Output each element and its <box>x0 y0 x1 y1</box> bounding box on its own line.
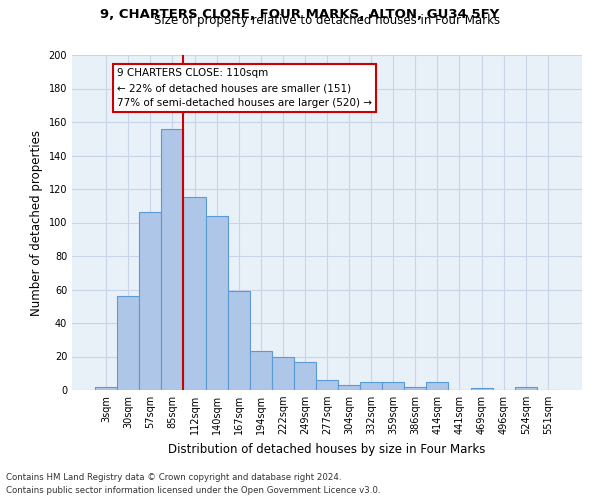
Bar <box>117 296 139 390</box>
Bar <box>139 212 161 390</box>
X-axis label: Distribution of detached houses by size in Four Marks: Distribution of detached houses by size … <box>169 442 485 456</box>
Text: Contains HM Land Registry data © Crown copyright and database right 2024.
Contai: Contains HM Land Registry data © Crown c… <box>6 474 380 495</box>
Bar <box>294 362 316 390</box>
Title: Size of property relative to detached houses in Four Marks: Size of property relative to detached ho… <box>154 14 500 28</box>
Bar <box>338 385 360 390</box>
Text: 9 CHARTERS CLOSE: 110sqm
← 22% of detached houses are smaller (151)
77% of semi-: 9 CHARTERS CLOSE: 110sqm ← 22% of detach… <box>117 68 372 108</box>
Bar <box>515 386 537 390</box>
Bar <box>161 128 184 390</box>
Bar <box>404 386 427 390</box>
Bar <box>227 291 250 390</box>
Bar <box>470 388 493 390</box>
Bar <box>316 380 338 390</box>
Text: 9, CHARTERS CLOSE, FOUR MARKS, ALTON, GU34 5FY: 9, CHARTERS CLOSE, FOUR MARKS, ALTON, GU… <box>100 8 500 20</box>
Bar <box>272 356 294 390</box>
Bar <box>427 382 448 390</box>
Bar <box>206 216 227 390</box>
Bar <box>95 386 117 390</box>
Y-axis label: Number of detached properties: Number of detached properties <box>30 130 43 316</box>
Bar <box>250 352 272 390</box>
Bar <box>382 382 404 390</box>
Bar <box>360 382 382 390</box>
Bar <box>184 198 206 390</box>
